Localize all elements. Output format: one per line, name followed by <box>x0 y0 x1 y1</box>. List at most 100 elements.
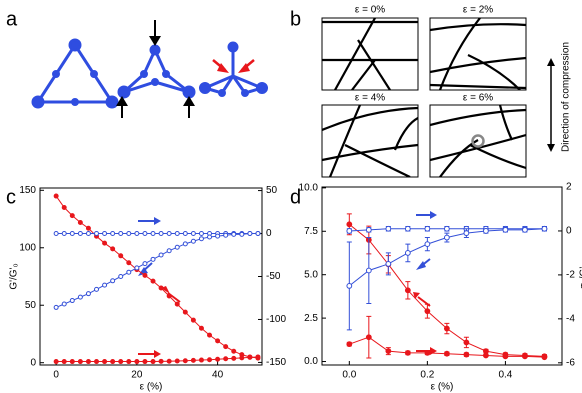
data-point <box>166 231 172 237</box>
y2-tick-label: -2 <box>566 270 575 281</box>
panel-label: d <box>290 186 301 208</box>
y-axis-label: G'/G'₀ <box>9 263 20 289</box>
data-point <box>85 291 91 297</box>
data-point <box>166 248 172 254</box>
data-point <box>102 359 108 365</box>
data-point <box>77 219 83 225</box>
data-point <box>110 359 116 365</box>
data-point <box>53 231 59 237</box>
data-point <box>541 225 548 232</box>
data-point <box>182 309 188 315</box>
data-point <box>174 231 180 237</box>
data-point <box>118 253 124 259</box>
data-point <box>150 359 156 365</box>
x-tick-label: 0.2 <box>420 370 434 381</box>
data-point <box>190 357 196 363</box>
data-point <box>53 359 59 365</box>
triangle-diagrams <box>31 38 268 109</box>
compression-arrow <box>547 58 555 152</box>
strain-label: ε = 0% <box>355 5 385 16</box>
data-point <box>190 317 196 323</box>
x-axis-label: ε (%) <box>431 382 454 393</box>
data-point <box>61 301 67 307</box>
series-line <box>349 223 545 357</box>
data-point <box>142 231 148 237</box>
data-point <box>61 359 67 365</box>
data-point <box>231 355 237 361</box>
data-point <box>385 261 392 267</box>
data-point <box>134 359 140 365</box>
data-point <box>61 231 67 237</box>
data-point <box>77 359 83 365</box>
data-point <box>166 358 172 364</box>
data-point <box>102 240 108 246</box>
data-point <box>69 298 75 304</box>
y2-tick-label: -6 <box>566 357 575 368</box>
data-point <box>365 267 372 274</box>
data-point <box>207 234 213 240</box>
y-tick-label: 50 <box>25 300 37 311</box>
strain-label: ε = 4% <box>355 93 385 104</box>
data-point <box>53 304 59 310</box>
data-point <box>239 355 245 361</box>
data-point <box>502 353 509 360</box>
data-point <box>255 354 261 360</box>
data-point <box>346 282 353 289</box>
data-point <box>198 236 204 242</box>
x-tick-label: 20 <box>131 370 143 381</box>
data-point <box>404 250 411 256</box>
x-tick-label: 0 <box>53 370 59 381</box>
direction-label: Direction of compression <box>561 42 572 152</box>
data-point <box>190 238 196 244</box>
data-point <box>404 349 411 356</box>
x-axis-label: ε (%) <box>140 382 163 393</box>
y-tick-label: 7.5 <box>304 226 318 237</box>
data-point <box>463 230 470 237</box>
y-tick-label: 150 <box>19 185 36 196</box>
data-point <box>483 228 489 234</box>
data-point <box>69 231 75 237</box>
y2-tick-label: 2 <box>566 182 572 193</box>
data-point <box>483 352 489 359</box>
data-point <box>182 231 188 237</box>
data-point <box>223 344 229 350</box>
data-point <box>77 231 83 237</box>
data-point <box>443 325 450 332</box>
data-point <box>346 221 353 228</box>
y2-tick-label: -150 <box>266 357 286 368</box>
data-point <box>53 193 59 199</box>
data-point <box>150 256 156 262</box>
data-point <box>223 232 229 238</box>
data-point <box>126 269 132 275</box>
data-point <box>166 293 172 299</box>
data-point <box>255 231 261 237</box>
y2-tick-label: -50 <box>266 271 281 282</box>
data-point <box>385 348 392 355</box>
y-tick-label: 10.0 <box>299 183 319 194</box>
data-point <box>94 359 100 365</box>
data-point <box>404 225 411 232</box>
data-point <box>502 226 509 233</box>
data-point <box>231 348 237 354</box>
data-point <box>207 357 213 363</box>
data-point <box>142 272 148 278</box>
data-point <box>385 225 392 232</box>
data-point <box>198 325 204 331</box>
data-point <box>94 286 100 292</box>
data-point <box>110 246 116 252</box>
data-point <box>118 359 124 365</box>
data-point <box>85 225 91 231</box>
data-point <box>118 231 124 237</box>
x-tick-label: 0.4 <box>498 370 512 381</box>
data-point <box>365 226 372 233</box>
y2-tick-label: -100 <box>266 314 286 325</box>
data-point <box>126 260 132 266</box>
strain-label: ε = 2% <box>463 5 493 16</box>
data-point <box>443 225 450 232</box>
data-point <box>134 265 140 271</box>
data-point <box>365 334 372 341</box>
data-point <box>463 339 470 346</box>
data-point <box>223 356 229 362</box>
data-point <box>198 357 204 363</box>
